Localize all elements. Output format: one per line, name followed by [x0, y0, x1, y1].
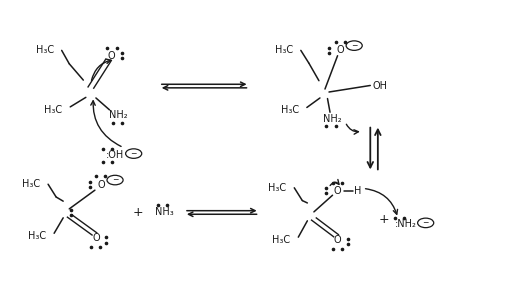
Text: −: −	[112, 175, 118, 185]
Text: −: −	[422, 218, 429, 227]
Text: −: −	[351, 41, 357, 50]
Text: +: +	[379, 213, 390, 226]
Text: O: O	[107, 51, 115, 61]
Text: :OH: :OH	[105, 150, 124, 160]
Text: +: +	[132, 206, 143, 219]
Text: O: O	[92, 233, 100, 243]
Text: O: O	[334, 235, 342, 245]
Text: :NH₂: :NH₂	[394, 219, 416, 229]
Text: H₃C: H₃C	[280, 105, 299, 115]
Text: NH₂: NH₂	[109, 110, 128, 120]
Text: NH₂: NH₂	[323, 114, 342, 124]
Text: H₃C: H₃C	[44, 105, 62, 115]
Text: H₃C: H₃C	[28, 231, 46, 241]
Text: H₃C: H₃C	[22, 179, 40, 189]
Text: H₃C: H₃C	[268, 183, 286, 193]
Text: H: H	[354, 186, 361, 196]
Text: O: O	[97, 180, 105, 190]
Text: OH: OH	[373, 81, 388, 91]
Text: H₃C: H₃C	[272, 235, 290, 245]
Text: NH₃: NH₃	[155, 208, 173, 218]
Text: H₃C: H₃C	[275, 45, 293, 55]
Text: O: O	[336, 45, 344, 55]
Text: H₃C: H₃C	[36, 45, 53, 55]
Text: O: O	[334, 186, 342, 196]
Text: −: −	[130, 149, 137, 158]
